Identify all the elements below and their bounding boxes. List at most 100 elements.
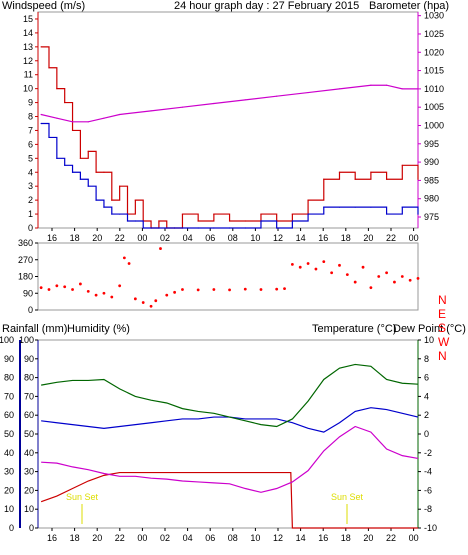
direction-point	[133, 297, 137, 301]
humidity-y-tick-label: 100	[19, 335, 34, 345]
point-barometer	[87, 121, 89, 123]
point-gust	[103, 171, 105, 173]
wind-y-tick-label: 13	[23, 42, 33, 52]
point-gust	[87, 150, 89, 152]
point-gust	[354, 178, 356, 180]
wind-x-tick-label: 06	[205, 233, 215, 243]
direction-point	[39, 286, 43, 290]
wind-y-tick-label: 3	[28, 181, 33, 191]
series-gust-line	[41, 46, 419, 229]
point-average	[150, 227, 152, 229]
point-barometer	[56, 117, 58, 119]
thermo-x-tick-label: 18	[341, 533, 351, 543]
thermo-x-tick-label: 22	[115, 533, 125, 543]
temp-y-tick-label: 0	[424, 429, 429, 439]
rain-y-tick-label: 20	[4, 485, 14, 495]
point-barometer	[401, 88, 403, 90]
baro-y-tick-label: 975	[424, 212, 439, 222]
direction-point	[400, 275, 404, 278]
wind-y-tick-label: 10	[23, 84, 33, 94]
point-average	[142, 227, 144, 229]
direction-point	[369, 286, 373, 290]
point-gust	[307, 199, 309, 201]
direction-point	[314, 267, 318, 271]
wind-y-tick-label: 7	[28, 125, 33, 135]
rain-y-tick-label: 0	[9, 523, 14, 533]
point-average	[354, 206, 356, 208]
point-average	[95, 199, 97, 201]
temp-y-tick-label: -10	[424, 523, 437, 533]
point-barometer	[40, 113, 42, 116]
point-average	[401, 206, 403, 208]
humidity-y-tick-label: 60	[24, 410, 34, 420]
thermo-x-tick-label: 18	[70, 533, 80, 543]
point-gust	[370, 171, 372, 173]
direction-point	[306, 262, 310, 265]
series-rainfall-line	[40, 471, 418, 529]
point-barometer	[244, 99, 246, 101]
direction-point	[345, 273, 349, 277]
direction-point	[377, 275, 381, 278]
point-gust	[134, 199, 136, 201]
wind-y-tick-label: 11	[24, 70, 33, 80]
point-gust	[40, 46, 42, 48]
thermo-x-tick-label: 16	[318, 533, 328, 543]
direction-point	[141, 301, 145, 304]
thermo-x-tick-label: 00	[137, 533, 147, 543]
point-gust	[158, 220, 160, 222]
wind-y-tick-label: 2	[28, 195, 33, 205]
baro-y-tick-label: 1020	[424, 47, 444, 57]
dir-y-tick-label: 90	[23, 288, 33, 298]
point-average	[64, 164, 66, 166]
wind-y-tick-label: 9	[28, 98, 33, 108]
direction-point	[122, 256, 126, 260]
direction-point	[127, 262, 131, 265]
direction-point	[181, 288, 184, 291]
thermo-x-tick-label: 06	[205, 533, 215, 543]
baro-y-tick-label: 980	[424, 194, 439, 204]
humidity-y-tick-label: 20	[24, 485, 34, 495]
direction-point	[283, 287, 286, 290]
point-average	[111, 213, 113, 215]
rain-y-tick-label: 40	[4, 448, 14, 458]
wind-x-tick-label: 04	[183, 233, 193, 243]
rain-y-tick-label: 50	[4, 429, 14, 439]
thermo-x-tick-label: 02	[160, 533, 170, 543]
point-average	[48, 136, 50, 139]
point-gust	[181, 213, 184, 215]
baro-y-tick-label: 1000	[424, 120, 444, 130]
wind-x-tick-label: 10	[250, 233, 260, 243]
point-average	[260, 220, 262, 222]
direction-point	[416, 276, 420, 280]
direction-point	[149, 304, 153, 308]
humidity-y-tick-label: 40	[24, 448, 34, 458]
point-barometer	[307, 91, 309, 94]
point-barometer	[370, 84, 372, 86]
point-barometer	[417, 88, 419, 90]
point-average	[244, 227, 246, 229]
humidity-y-tick-label: 80	[24, 373, 34, 383]
humidity-y-tick-label: 10	[24, 504, 34, 514]
direction-point	[173, 290, 177, 294]
thermo-x-tick-label: 20	[363, 533, 373, 543]
thermo-x-tick-label: 00	[409, 533, 419, 543]
point-gust	[48, 67, 50, 69]
direction-point	[118, 284, 122, 288]
rain-y-tick-label: 100	[0, 335, 14, 345]
point-gust	[323, 178, 325, 180]
point-average	[40, 122, 42, 125]
point-gust	[385, 178, 388, 180]
point-average	[119, 213, 121, 215]
point-average	[79, 178, 81, 180]
wind-y-tick-label: 12	[23, 56, 33, 66]
point-barometer	[213, 102, 215, 105]
series-barometer-line	[41, 84, 418, 123]
direction-point	[78, 282, 82, 286]
point-average	[417, 213, 419, 215]
temp-y-tick-label: -6	[424, 485, 432, 495]
direction-point	[110, 295, 114, 299]
point-average	[197, 227, 199, 229]
point-gust	[64, 101, 66, 104]
rain-y-tick-label: 80	[4, 373, 14, 383]
dir-compass-label: N	[438, 349, 447, 363]
